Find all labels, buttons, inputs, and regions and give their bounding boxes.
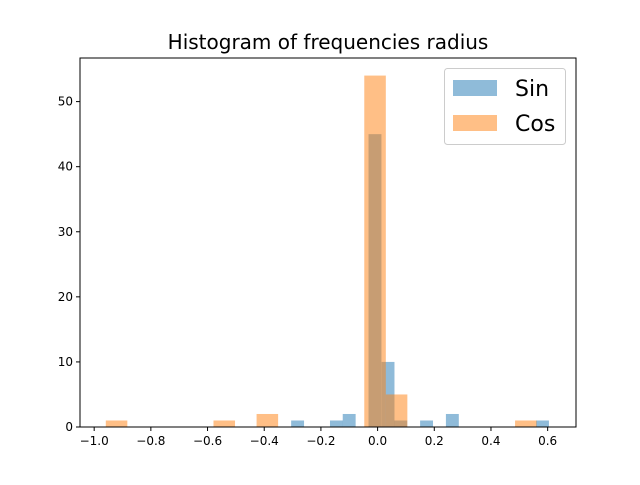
x-tick-label: 0.2 xyxy=(425,434,444,448)
legend: Sin Cos xyxy=(444,68,566,145)
y-tick-label: 30 xyxy=(58,225,73,239)
x-tick-label: −0.8 xyxy=(136,434,165,448)
y-tick-label: 20 xyxy=(58,290,73,304)
bar-sin-2 xyxy=(342,413,356,427)
x-tick-label: −0.4 xyxy=(250,434,279,448)
legend-swatch-sin xyxy=(453,80,497,96)
bar-cos-2 xyxy=(256,413,279,427)
x-tick-label: 0.6 xyxy=(538,434,557,448)
bar-sin-1 xyxy=(329,420,343,427)
bar-cos-5 xyxy=(515,420,537,427)
y-tick-label: 40 xyxy=(58,160,73,174)
y-tick-label: 50 xyxy=(58,95,73,109)
chart-title: Histogram of frequencies radius xyxy=(168,30,489,54)
legend-label-cos: Cos xyxy=(515,112,555,137)
x-tick-label: −0.2 xyxy=(306,434,335,448)
bar-cos-1 xyxy=(213,420,236,427)
bar-cos-3 xyxy=(364,75,386,427)
bar-sin-7 xyxy=(445,413,459,427)
bar-cos-4 xyxy=(385,394,408,427)
bars-layer xyxy=(105,75,549,427)
y-tick-label: 10 xyxy=(58,355,73,369)
x-tick-label: 0.0 xyxy=(368,434,387,448)
plot-frame xyxy=(79,57,577,428)
x-tick-label: 0.4 xyxy=(481,434,500,448)
bar-cos-0 xyxy=(105,420,128,427)
x-tick-label: −0.6 xyxy=(193,434,222,448)
axes-layer: −1.0 −0.8 −0.6 −0.4 −0.2 0.0 0.2 0.4 0.6 0 10 20 30 4… xyxy=(58,57,577,448)
bar-sin-0 xyxy=(291,420,305,427)
bar-sin-6 xyxy=(420,420,434,427)
legend-label-sin: Sin xyxy=(515,77,549,102)
bar-sin-8 xyxy=(536,420,549,427)
y-tick-label: 0 xyxy=(65,420,73,434)
x-tick-label: −1.0 xyxy=(80,434,109,448)
legend-swatch-cos xyxy=(453,115,497,131)
